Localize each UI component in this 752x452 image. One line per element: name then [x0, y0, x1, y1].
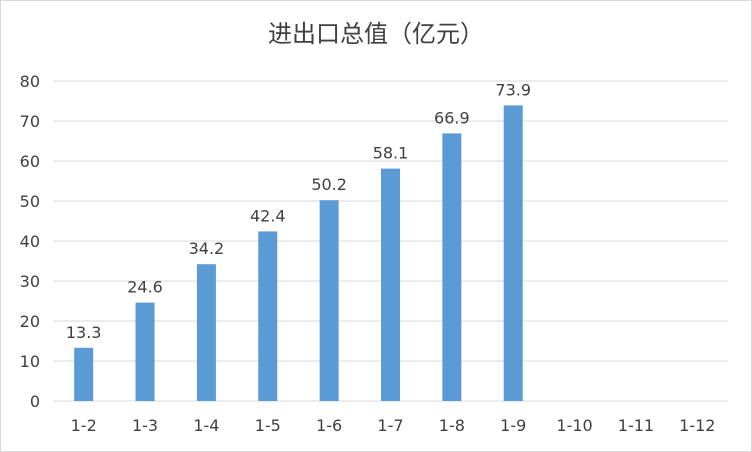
bar	[381, 168, 400, 401]
y-tick-label: 40	[20, 232, 40, 251]
x-tick-label: 1-3	[132, 416, 158, 435]
y-tick-label: 60	[20, 152, 40, 171]
x-tick-label: 1-9	[500, 416, 526, 435]
data-label: 34.2	[189, 239, 225, 258]
x-tick-label: 1-11	[618, 416, 654, 435]
chart-title: 进出口总值（亿元）	[268, 20, 484, 48]
y-tick-label: 10	[20, 352, 40, 371]
data-label: 42.4	[250, 206, 286, 225]
x-tick-label: 1-5	[255, 416, 281, 435]
data-label: 13.3	[66, 323, 102, 342]
x-tick-label: 1-7	[377, 416, 403, 435]
data-label: 50.2	[311, 175, 347, 194]
bar	[503, 105, 523, 402]
bar	[258, 231, 278, 401]
x-tick-label: 1-2	[71, 416, 97, 435]
data-label: 66.9	[434, 108, 470, 127]
y-tick-label: 70	[20, 112, 40, 131]
bar	[319, 200, 339, 401]
y-tick-label: 20	[20, 312, 40, 331]
y-tick-label: 80	[20, 72, 40, 91]
y-tick-label: 50	[20, 192, 40, 211]
x-tick-label: 1-6	[316, 416, 342, 435]
y-tick-label: 0	[30, 392, 40, 411]
bar	[74, 347, 94, 401]
bar	[196, 264, 216, 401]
x-tick-label: 1-10	[556, 416, 592, 435]
bar	[442, 133, 462, 401]
x-tick-label: 1-12	[679, 416, 715, 435]
data-label: 58.1	[373, 144, 409, 163]
bar	[135, 302, 155, 401]
data-label: 73.9	[495, 80, 531, 99]
y-tick-label: 30	[20, 272, 40, 291]
x-tick-label: 1-4	[193, 416, 219, 435]
x-tick-label: 1-8	[439, 416, 465, 435]
data-label: 24.6	[127, 278, 163, 297]
